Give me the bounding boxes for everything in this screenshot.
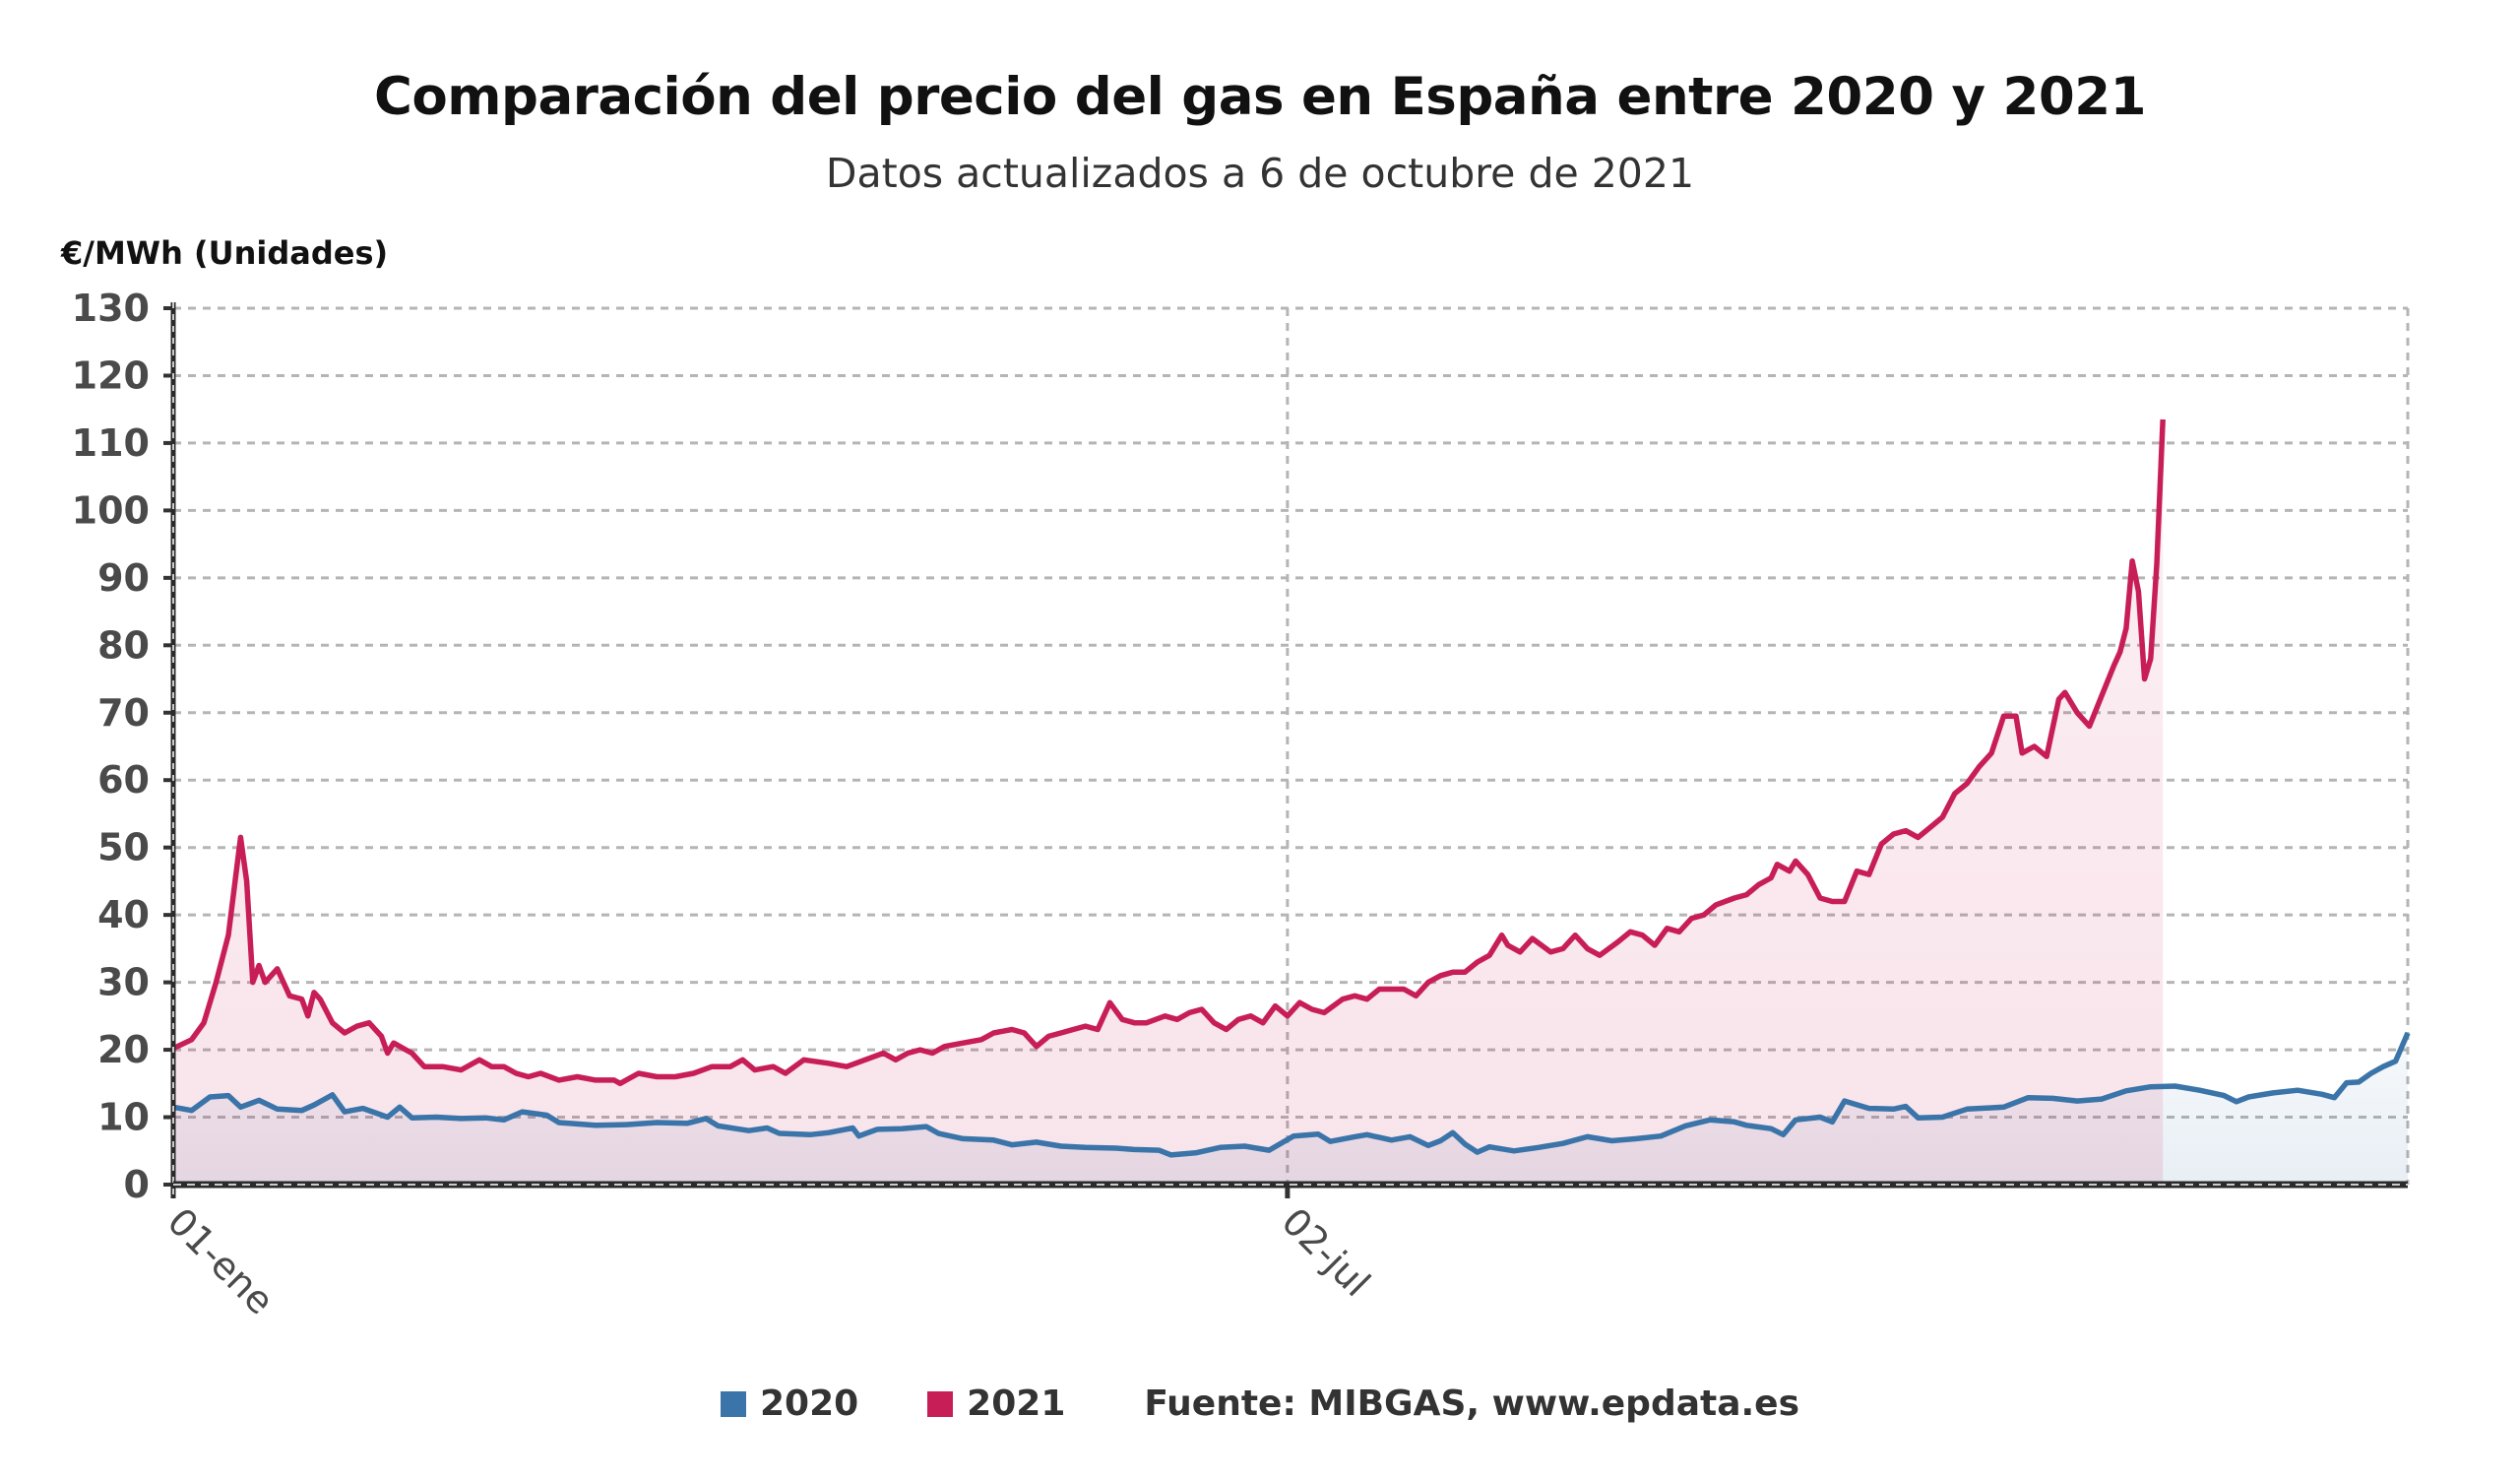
chart-title: Comparación del precio del gas en España…	[373, 67, 2147, 127]
y-tick-label: 10	[97, 1096, 150, 1139]
y-tick-label: 80	[97, 623, 150, 667]
legend-label-2021: 2021	[967, 1383, 1066, 1424]
y-tick-labels: 0 10 20 30 40 50 60 70 80 90 100 110 120 130	[72, 287, 150, 1206]
y-tick-label: 100	[72, 488, 150, 532]
y-tick-label: 120	[72, 354, 150, 397]
y-tick-label: 60	[97, 758, 150, 802]
source-note: Fuente: MIBGAS, www.epdata.es	[1144, 1383, 1800, 1424]
x-tick-labels: 01-ene 02-jul	[159, 1199, 1379, 1322]
y-axis-label: €/MWh (Unidades)	[61, 234, 389, 272]
series-lines	[171, 418, 2411, 1158]
y-tick-label: 70	[97, 691, 150, 735]
legend-swatch-2020	[720, 1390, 746, 1417]
series-areas	[173, 419, 2408, 1185]
y-tick-label: 110	[72, 421, 150, 465]
y-tick-label: 130	[72, 287, 150, 330]
legend-label-2020: 2020	[759, 1383, 859, 1424]
y-tick-label: 50	[97, 826, 150, 869]
legend-swatch-2021	[927, 1390, 954, 1417]
y-tick-label: 30	[97, 961, 150, 1004]
chart-subtitle: Datos actualizados a 6 de octubre de 202…	[825, 150, 1695, 197]
legend-item-2020[interactable]: 2020	[720, 1383, 859, 1424]
series-line-2021	[171, 418, 2166, 1087]
y-tick-label: 90	[97, 556, 150, 600]
x-tick-label: 01-ene	[159, 1199, 283, 1322]
axes	[163, 302, 2408, 1198]
y-tick-label: 20	[97, 1028, 150, 1071]
legend-item-2021[interactable]: 2021	[927, 1383, 1065, 1424]
area-2021	[173, 419, 2164, 1185]
series-line-2020	[172, 1031, 2411, 1158]
y-tick-label: 0	[124, 1163, 150, 1206]
y-tick-label: 40	[97, 893, 150, 936]
legend: 2020 2021 Fuente: MIBGAS, www.epdata.es	[0, 1383, 2520, 1424]
x-tick-label: 02-jul	[1274, 1199, 1379, 1305]
